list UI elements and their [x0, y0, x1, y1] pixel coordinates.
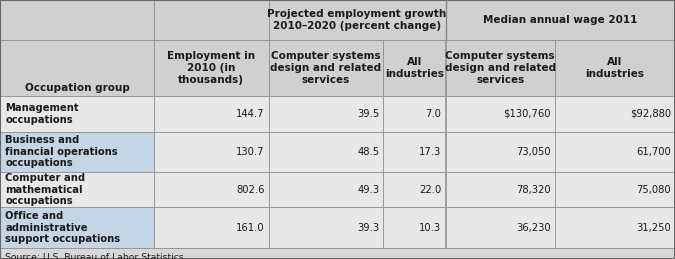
Text: 161.0: 161.0 — [236, 222, 265, 233]
Bar — [154, 40, 269, 96]
Bar — [383, 96, 446, 132]
Text: Computer systems
design and related
services: Computer systems design and related serv… — [445, 51, 556, 85]
Bar — [269, 0, 446, 40]
Text: 130.7: 130.7 — [236, 147, 265, 157]
Bar — [0, 132, 154, 172]
Text: Employment in
2010 (in
thousands): Employment in 2010 (in thousands) — [167, 51, 255, 85]
Bar — [446, 0, 675, 40]
Bar — [555, 207, 675, 248]
Bar — [443, 0, 448, 40]
Bar — [446, 207, 555, 248]
Text: 7.0: 7.0 — [425, 109, 441, 119]
Text: Business and
financial operations
occupations: Business and financial operations occupa… — [5, 135, 118, 168]
Text: 48.5: 48.5 — [357, 147, 379, 157]
Bar — [383, 172, 446, 207]
Bar — [0, 96, 154, 132]
Text: Occupation group: Occupation group — [24, 83, 130, 93]
Text: 75,080: 75,080 — [637, 185, 671, 195]
Bar — [555, 172, 675, 207]
Text: 144.7: 144.7 — [236, 109, 265, 119]
Text: 17.3: 17.3 — [419, 147, 441, 157]
Bar — [446, 40, 555, 96]
Bar — [269, 96, 383, 132]
Text: Computer systems
design and related
services: Computer systems design and related serv… — [271, 51, 381, 85]
Bar — [0, 40, 154, 96]
Bar — [154, 172, 269, 207]
Text: Projected employment growth
2010–2020 (percent change): Projected employment growth 2010–2020 (p… — [267, 9, 447, 31]
Bar — [446, 132, 555, 172]
Text: 49.3: 49.3 — [357, 185, 379, 195]
Bar — [154, 0, 269, 40]
Text: 31,250: 31,250 — [637, 222, 671, 233]
Text: 73,050: 73,050 — [516, 147, 551, 157]
Text: 22.0: 22.0 — [419, 185, 441, 195]
Bar — [0, 172, 154, 207]
Text: Source: U.S. Bureau of Labor Statistics.: Source: U.S. Bureau of Labor Statistics. — [5, 253, 187, 259]
Bar — [383, 40, 446, 96]
Text: Office and
administrative
support occupations: Office and administrative support occupa… — [5, 211, 121, 244]
Bar — [555, 40, 675, 96]
Bar — [269, 172, 383, 207]
Bar — [555, 132, 675, 172]
Bar — [446, 96, 555, 132]
Text: $92,880: $92,880 — [630, 109, 671, 119]
Bar — [269, 40, 383, 96]
Text: Median annual wage 2011: Median annual wage 2011 — [483, 15, 637, 25]
Bar — [0, 207, 154, 248]
Bar — [154, 207, 269, 248]
Bar — [154, 132, 269, 172]
Text: 10.3: 10.3 — [419, 222, 441, 233]
Text: 802.6: 802.6 — [236, 185, 265, 195]
Bar — [446, 172, 555, 207]
Bar — [269, 132, 383, 172]
Bar — [383, 132, 446, 172]
Text: 61,700: 61,700 — [637, 147, 671, 157]
Text: Management
occupations: Management occupations — [5, 103, 79, 125]
Text: 39.3: 39.3 — [357, 222, 379, 233]
Bar — [0, 0, 154, 40]
Bar — [555, 96, 675, 132]
Bar — [383, 207, 446, 248]
Text: Computer and
mathematical
occupations: Computer and mathematical occupations — [5, 173, 86, 206]
Text: 78,320: 78,320 — [516, 185, 551, 195]
Text: 36,230: 36,230 — [516, 222, 551, 233]
Text: $130,760: $130,760 — [504, 109, 551, 119]
Text: 39.5: 39.5 — [357, 109, 379, 119]
Text: All
industries: All industries — [585, 57, 645, 79]
Bar — [269, 207, 383, 248]
Bar — [0, 248, 675, 259]
Bar — [154, 96, 269, 132]
Text: All
industries: All industries — [385, 57, 444, 79]
